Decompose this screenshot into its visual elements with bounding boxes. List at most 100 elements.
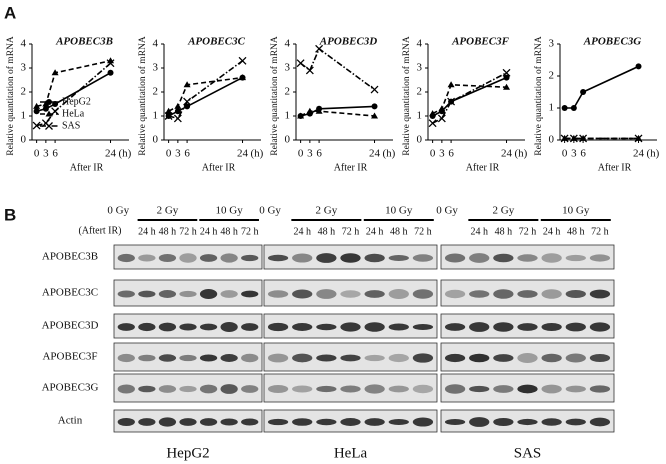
blot-band xyxy=(388,353,409,363)
blot-band xyxy=(158,253,177,263)
marker xyxy=(447,97,456,106)
protein-label: APOBEC3C xyxy=(42,287,98,299)
x-tick-label: 0 xyxy=(298,148,304,160)
legend-label: SAS xyxy=(62,120,80,131)
blot-band xyxy=(469,417,490,427)
time-label: 72 h xyxy=(591,226,609,237)
blot-band xyxy=(444,418,466,426)
protein-label: APOBEC3B xyxy=(42,251,98,263)
blot-band xyxy=(469,385,490,393)
y-tick-label: 1 xyxy=(549,102,555,114)
blot-band xyxy=(292,289,313,299)
marker xyxy=(569,134,578,143)
marker xyxy=(106,59,115,68)
marker xyxy=(447,81,455,88)
marker xyxy=(560,134,569,143)
marker xyxy=(239,74,247,81)
blot-band xyxy=(316,323,337,331)
blot-band xyxy=(316,253,337,263)
y-tick-label: 4 xyxy=(285,38,291,50)
series-line xyxy=(36,62,112,127)
blot-band xyxy=(316,354,337,362)
blot-band xyxy=(364,418,385,426)
marker xyxy=(297,112,305,119)
marker xyxy=(33,102,41,109)
series-line xyxy=(36,72,111,112)
blot-band xyxy=(517,323,538,331)
y-tick-label: 3 xyxy=(153,62,159,74)
x-tick-label: 3 xyxy=(439,148,445,160)
marker xyxy=(42,100,50,107)
marker xyxy=(370,85,379,94)
blot-band xyxy=(589,417,611,427)
time-label: 72 h xyxy=(342,226,360,237)
series-line xyxy=(168,60,243,120)
blot-band xyxy=(517,353,538,363)
blot-band xyxy=(340,385,361,393)
time-label: 48 h xyxy=(318,226,336,237)
blot-band xyxy=(267,290,289,298)
blot-band xyxy=(158,322,177,332)
series-line xyxy=(432,76,507,117)
marker xyxy=(579,134,588,143)
y-axis-label: Relative quantitation of mRNA xyxy=(401,36,412,156)
blot-band xyxy=(179,290,197,298)
blot-band xyxy=(412,289,434,299)
blot-band xyxy=(158,385,177,393)
y-tick-label: 2 xyxy=(417,86,423,98)
y-tick-label: 0 xyxy=(153,134,159,146)
blot-band xyxy=(388,385,409,393)
x-tick-label: 24 xyxy=(105,148,117,160)
blot-band xyxy=(117,353,135,363)
marker xyxy=(32,121,41,130)
blot-band xyxy=(117,323,135,331)
blot-band xyxy=(138,385,156,393)
blot-band xyxy=(469,322,490,332)
marker xyxy=(165,107,173,114)
blot-band xyxy=(388,254,409,262)
protein-label: APOBEC3D xyxy=(42,320,99,332)
blot-band xyxy=(158,290,177,298)
marker xyxy=(580,89,587,95)
blot-band xyxy=(589,353,611,363)
chart-title: APOBEC3D xyxy=(319,36,378,48)
x-axis-label: After IR xyxy=(334,162,368,173)
blot-band xyxy=(117,418,135,426)
marker xyxy=(306,107,314,114)
blot-band xyxy=(412,254,434,262)
marker xyxy=(296,59,305,68)
marker xyxy=(305,66,314,75)
dose-label: 0 Gy xyxy=(436,205,458,217)
marker xyxy=(561,105,568,111)
dose-label: 2 Gy xyxy=(493,205,515,217)
x-unit: (h) xyxy=(383,148,396,160)
blot-band xyxy=(179,354,197,362)
blot-band xyxy=(292,353,313,363)
legend-marker xyxy=(46,99,52,105)
marker xyxy=(315,44,324,53)
blot-band xyxy=(138,254,156,262)
blot-band xyxy=(158,354,177,362)
blot-band xyxy=(158,417,177,427)
blot-band xyxy=(493,417,514,427)
cell-line-label: HepG2 xyxy=(166,445,209,461)
y-tick-label: 2 xyxy=(549,70,555,82)
blot-band xyxy=(388,289,409,299)
blot-band xyxy=(199,354,218,362)
blot-band xyxy=(565,385,586,393)
marker xyxy=(174,108,181,115)
protein-label: Actin xyxy=(58,415,83,427)
blot-band xyxy=(267,353,289,363)
x-axis-label: After IR xyxy=(466,162,500,173)
marker xyxy=(238,56,247,65)
blot-band xyxy=(340,354,361,362)
legend-marker xyxy=(45,122,53,130)
y-tick-label: 0 xyxy=(285,134,291,146)
blot-band xyxy=(444,253,466,263)
series-line xyxy=(432,72,507,124)
x-tick-label: 6 xyxy=(448,148,454,160)
x-unit: (h) xyxy=(251,148,264,160)
legend-marker xyxy=(45,110,53,117)
blot-band xyxy=(541,384,562,394)
